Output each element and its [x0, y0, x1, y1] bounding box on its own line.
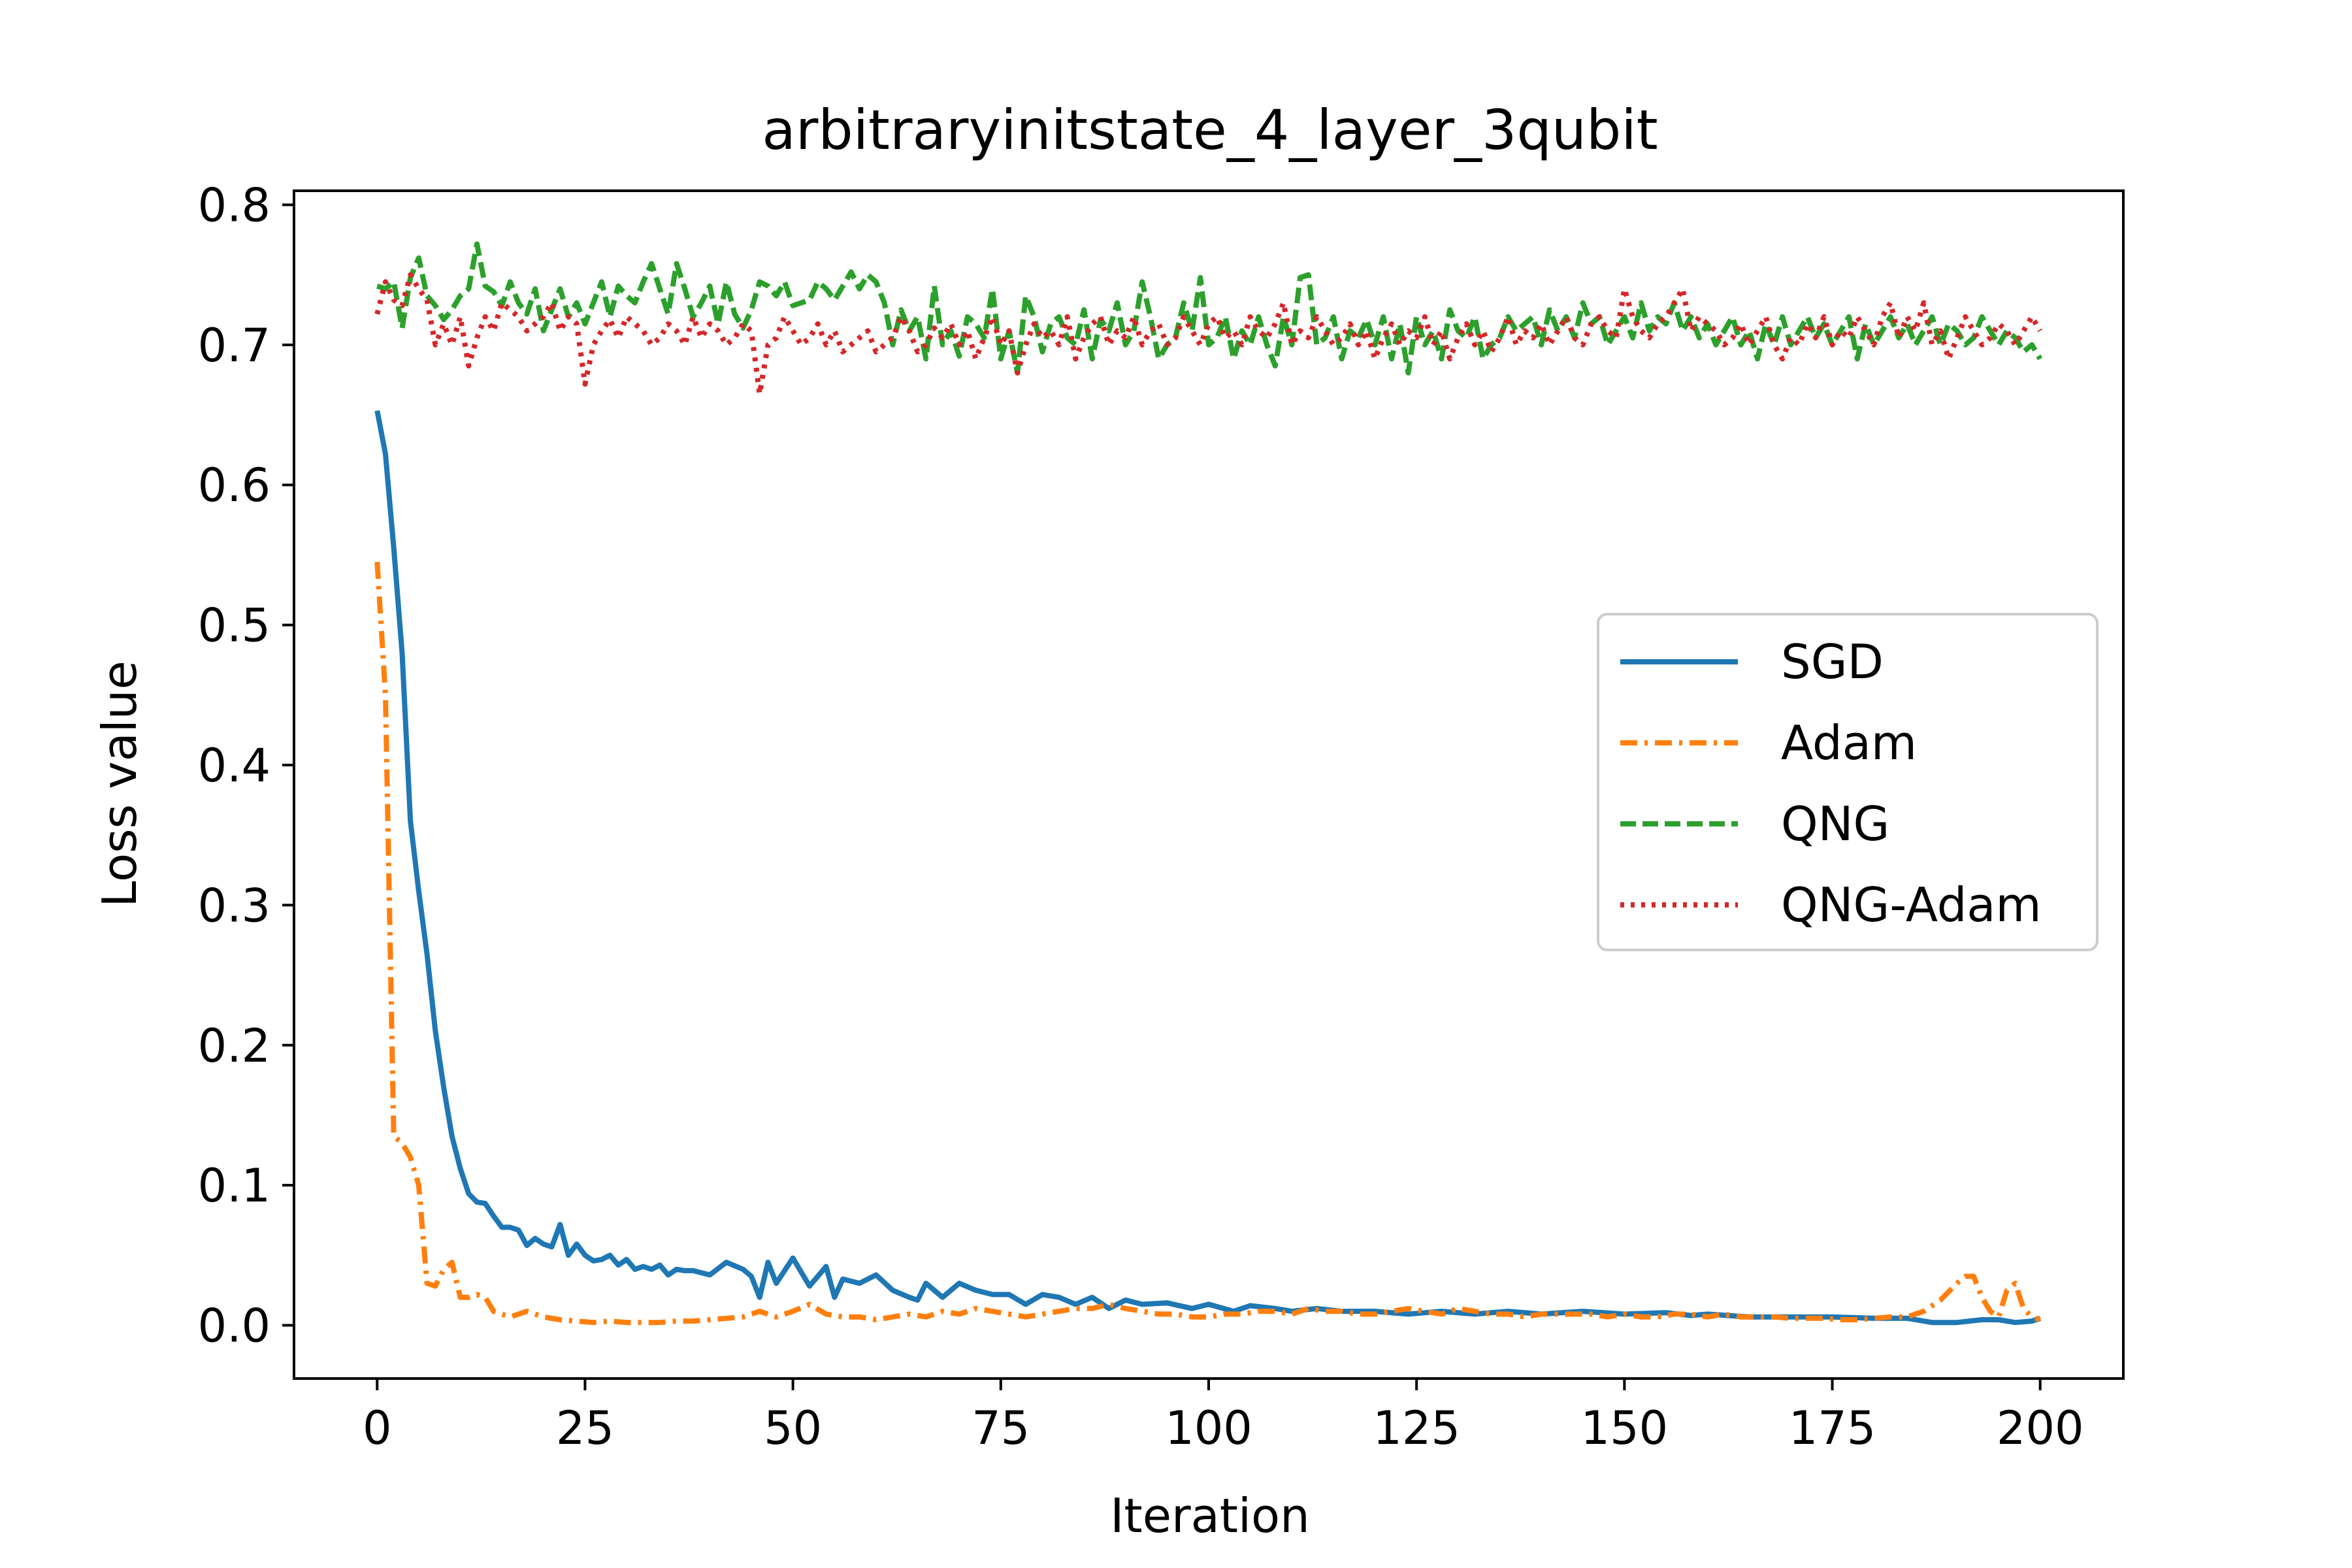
x-tick-label: 75 — [972, 1401, 1030, 1455]
x-axis-title: Iteration — [1110, 1488, 1309, 1543]
x-tick-label: 200 — [1997, 1401, 2084, 1455]
y-tick-label: 0.6 — [198, 459, 270, 512]
plot-area — [374, 241, 2043, 1326]
x-tick-label: 100 — [1165, 1401, 1252, 1455]
x-tick-label: 50 — [764, 1401, 822, 1455]
legend: SGD Adam QNG QNG-Adam — [1597, 613, 2099, 951]
y-tick-label: 0.3 — [198, 879, 270, 932]
legend-label: QNG — [1781, 796, 1889, 851]
x-tick-label: 175 — [1789, 1401, 1876, 1455]
series-line-0 — [374, 410, 2041, 1326]
legend-frame — [1597, 613, 2099, 951]
chart-title: arbitraryinitstate_4_layer_3qubit — [762, 98, 1658, 162]
x-tick-label: 150 — [1581, 1401, 1669, 1455]
y-tick-label: 0.7 — [198, 319, 270, 372]
y-tick-label: 0.8 — [198, 178, 270, 232]
y-tick-label: 0.2 — [198, 1019, 270, 1073]
x-tick-label: 0 — [363, 1401, 392, 1455]
x-tick-label: 25 — [556, 1401, 614, 1455]
y-tick-label: 0.1 — [198, 1159, 270, 1213]
y-axis-title: Loss value — [92, 661, 147, 907]
y-tick-label: 0.4 — [198, 739, 270, 792]
series-line-1 — [374, 561, 2041, 1326]
y-tick-label: 0.5 — [198, 599, 270, 653]
x-tick-label: 125 — [1373, 1401, 1460, 1455]
y-axis: 0.0 0.1 0.2 0.3 0.4 0.5 0.6 0.7 0.8 — [198, 178, 294, 1353]
x-axis: 0 25 50 75 100 125 150 175 200 — [363, 1379, 2084, 1455]
y-tick-label: 0.0 — [198, 1299, 270, 1353]
legend-label: QNG-Adam — [1781, 877, 2042, 932]
series-line-2 — [376, 241, 2043, 376]
legend-label: SGD — [1781, 634, 1884, 689]
legend-label: Adam — [1781, 715, 1917, 770]
